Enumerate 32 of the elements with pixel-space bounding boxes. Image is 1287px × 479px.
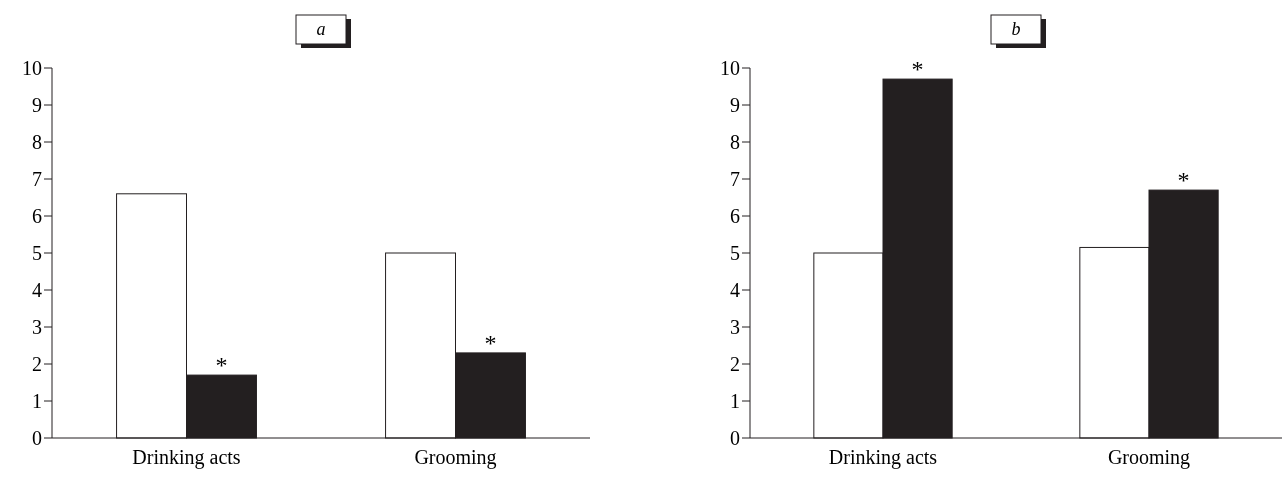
y-tick-label: 6 bbox=[32, 205, 42, 227]
annotation: * bbox=[484, 329, 497, 356]
y-tick-label: 8 bbox=[32, 131, 42, 153]
annotation: * bbox=[215, 352, 228, 379]
y-tick-label: 7 bbox=[32, 168, 42, 190]
y-tick-label: 5 bbox=[32, 242, 42, 264]
y-tick-label: 1 bbox=[32, 390, 42, 412]
y-tick-label: 4 bbox=[32, 279, 42, 301]
y-tick-label: 10 bbox=[720, 57, 740, 79]
y-tick-label: 5 bbox=[730, 242, 740, 264]
y-tick-label: 3 bbox=[32, 316, 42, 338]
y-tick-label: 0 bbox=[730, 427, 740, 449]
y-tick-label: 2 bbox=[32, 353, 42, 375]
x-tick-label: Grooming bbox=[1107, 446, 1191, 469]
chart-title: b bbox=[1011, 19, 1021, 39]
y-tick-label: 8 bbox=[730, 131, 740, 153]
y-tick-label: 9 bbox=[730, 94, 740, 116]
chart-title: a bbox=[316, 19, 326, 39]
y-tick-label: 10 bbox=[22, 57, 42, 79]
y-tick-label: 9 bbox=[32, 94, 42, 116]
y-tick-label: 7 bbox=[730, 168, 740, 190]
annotation: * bbox=[1177, 167, 1190, 194]
y-tick-label: 2 bbox=[730, 353, 740, 375]
y-tick-label: 0 bbox=[32, 427, 42, 449]
annotation: * bbox=[911, 56, 924, 83]
y-tick-label: 3 bbox=[730, 316, 740, 338]
x-tick-label: Drinking acts bbox=[132, 446, 241, 469]
y-tick-label: 1 bbox=[730, 390, 740, 412]
y-tick-label: 4 bbox=[730, 279, 740, 301]
y-tick-label: 6 bbox=[730, 205, 740, 227]
x-tick-label: Drinking acts bbox=[828, 446, 938, 469]
x-tick-label: Grooming bbox=[414, 446, 497, 469]
